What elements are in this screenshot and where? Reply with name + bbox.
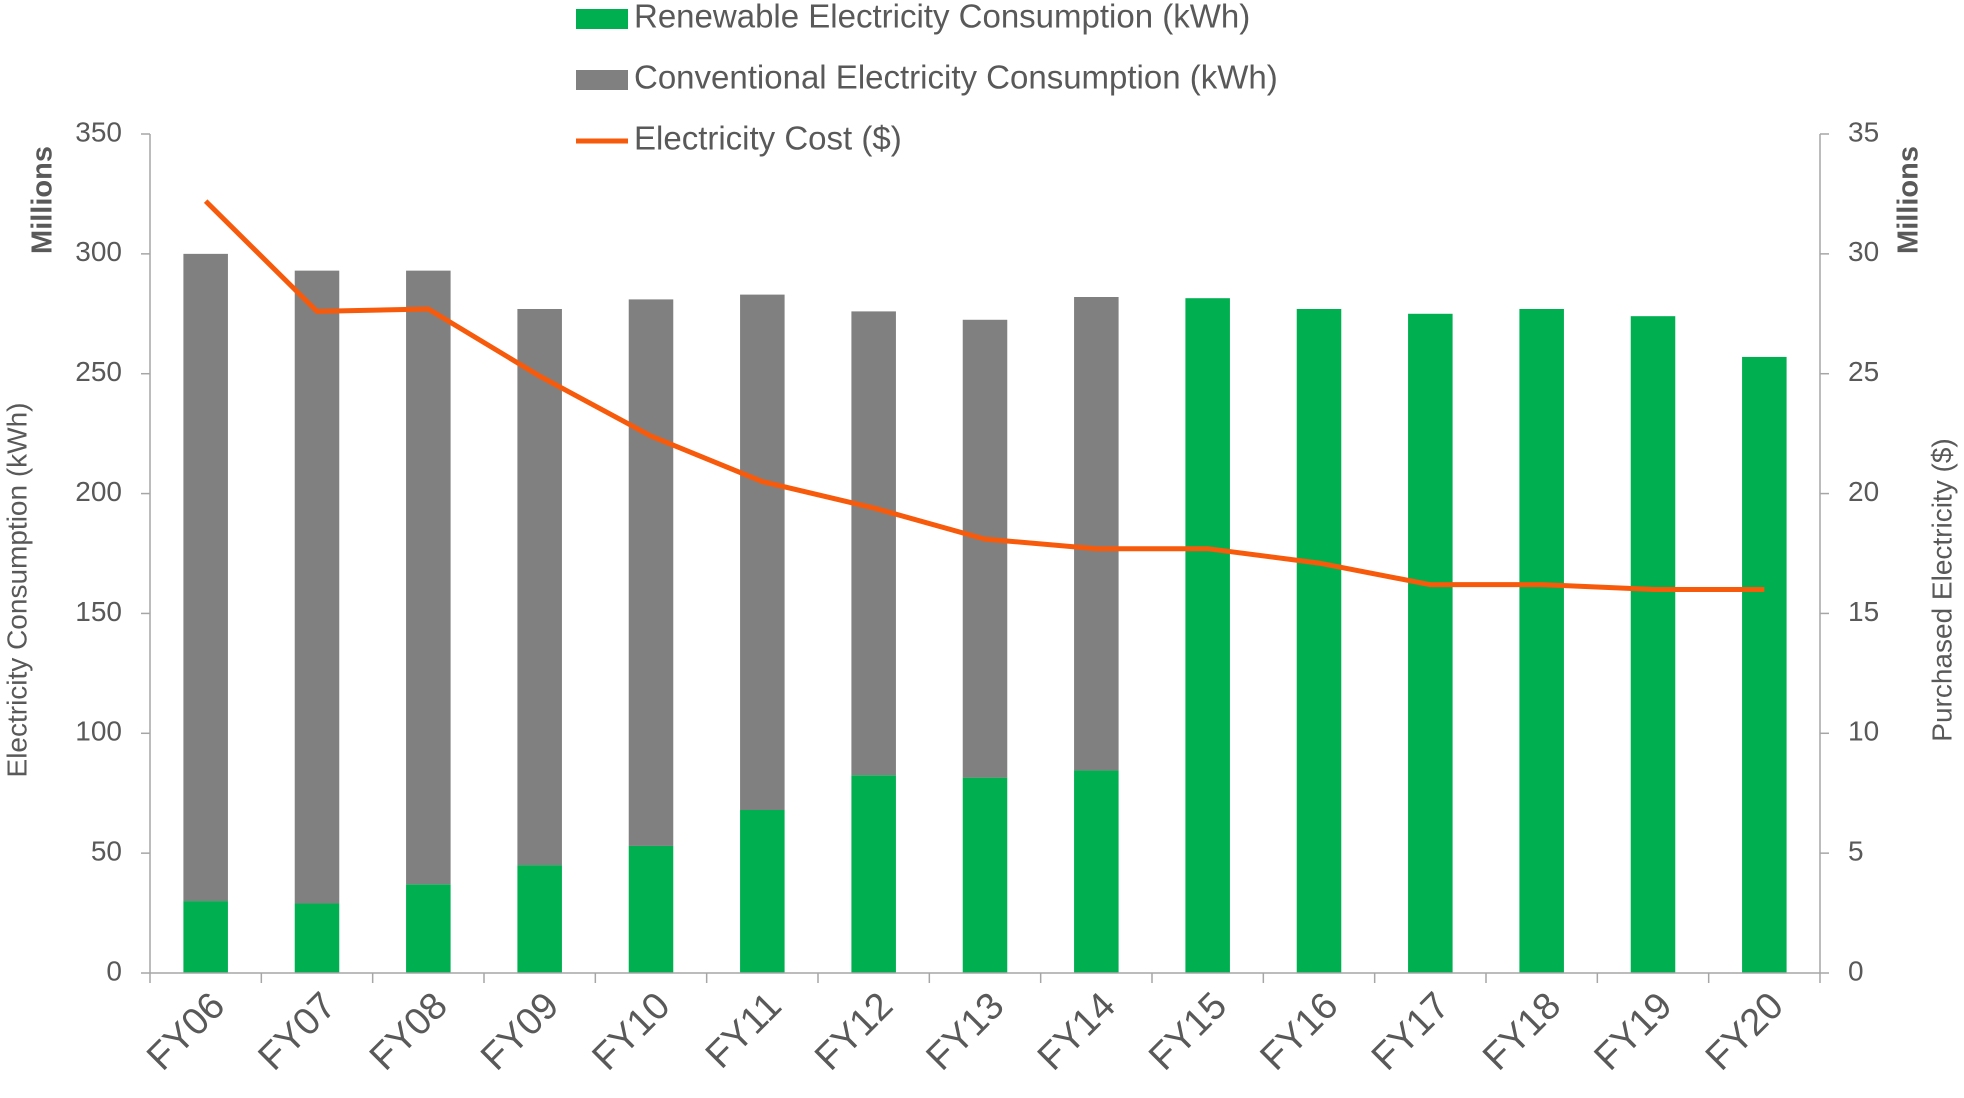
bar bbox=[294, 270, 340, 904]
y-unit: Millions bbox=[27, 146, 59, 254]
x-tick-label: FY17 bbox=[1364, 985, 1458, 1079]
y2-tick-label: 15 bbox=[1848, 596, 1879, 627]
bar bbox=[1185, 298, 1230, 973]
x-tick-label: FY08 bbox=[362, 985, 456, 1079]
bar bbox=[740, 294, 785, 810]
x-tick-label: FY10 bbox=[585, 985, 679, 1079]
bar bbox=[1630, 316, 1676, 973]
bar bbox=[294, 903, 340, 973]
x-tick-label: FY14 bbox=[1030, 985, 1124, 1079]
legend-swatch bbox=[576, 9, 628, 29]
x-tick-label: FY15 bbox=[1141, 985, 1235, 1079]
legend-label: Electricity Cost ($) bbox=[634, 120, 902, 157]
legend-swatch bbox=[576, 70, 628, 90]
x-tick-label: FY06 bbox=[139, 985, 233, 1079]
x-tick-label: FY13 bbox=[919, 985, 1013, 1079]
bar bbox=[406, 270, 451, 885]
bar bbox=[962, 319, 1008, 778]
bar bbox=[1519, 308, 1564, 973]
x-tick-label: FY18 bbox=[1475, 985, 1569, 1079]
y2-axis-title: Purchased Electricity ($) bbox=[1926, 438, 1957, 741]
bar bbox=[1408, 313, 1453, 973]
x-tick-label: FY19 bbox=[1587, 985, 1681, 1079]
y-axis-title: Electricity Consumption (kWh) bbox=[1, 403, 32, 778]
bar bbox=[1074, 297, 1119, 771]
x-tick-label: FY07 bbox=[251, 985, 345, 1079]
y2-tick-label: 30 bbox=[1848, 236, 1879, 267]
y-tick-label: 50 bbox=[91, 836, 122, 867]
x-tick-label: FY16 bbox=[1253, 985, 1347, 1079]
y2-tick-label: 10 bbox=[1848, 716, 1879, 747]
y2-tick-label: 5 bbox=[1848, 836, 1864, 867]
x-tick-label: FY09 bbox=[473, 985, 567, 1079]
y-tick-label: 100 bbox=[75, 716, 122, 747]
y-tick-label: 150 bbox=[75, 596, 122, 627]
y2-unit: Millions bbox=[1893, 146, 1925, 254]
y2-tick-label: 20 bbox=[1848, 476, 1879, 507]
y2-tick-label: 25 bbox=[1848, 356, 1879, 387]
bar bbox=[1296, 308, 1342, 973]
legend-label: Conventional Electricity Consumption (kW… bbox=[634, 59, 1278, 96]
x-tick-label: FY20 bbox=[1698, 985, 1792, 1079]
y2-tick-label: 35 bbox=[1848, 116, 1879, 147]
x-tick-label: FY12 bbox=[807, 985, 901, 1079]
line bbox=[203, 199, 1765, 592]
legend-label: Renewable Electricity Consumption (kWh) bbox=[634, 0, 1250, 35]
y-tick-label: 300 bbox=[75, 236, 122, 267]
bar bbox=[406, 884, 451, 973]
y-tick-label: 0 bbox=[106, 955, 122, 986]
bar bbox=[517, 308, 562, 866]
bar bbox=[183, 901, 228, 973]
bar bbox=[628, 845, 674, 973]
bar bbox=[962, 777, 1008, 973]
bar bbox=[517, 865, 562, 973]
bar bbox=[740, 809, 785, 973]
bar bbox=[1074, 770, 1119, 973]
bar bbox=[628, 299, 674, 846]
bar bbox=[1742, 356, 1787, 973]
bar bbox=[851, 775, 896, 973]
bar bbox=[183, 253, 228, 902]
bar bbox=[851, 311, 896, 776]
y-tick-label: 200 bbox=[75, 476, 122, 507]
y2-tick-label: 0 bbox=[1848, 955, 1864, 986]
y-tick-label: 250 bbox=[75, 356, 122, 387]
y-tick-label: 350 bbox=[75, 116, 122, 147]
x-tick-label: FY11 bbox=[698, 985, 790, 1077]
